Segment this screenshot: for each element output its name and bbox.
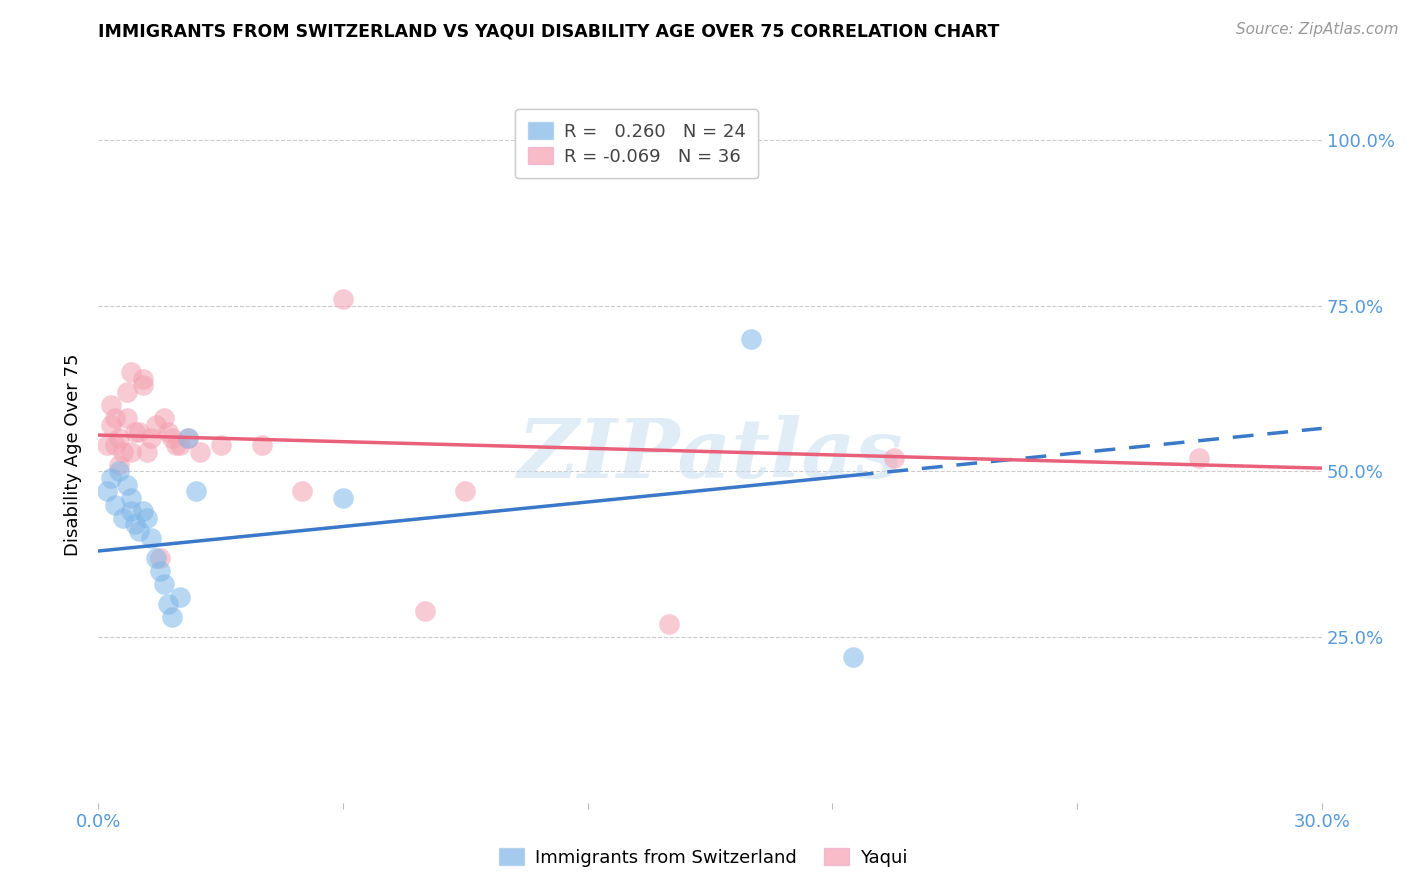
Point [177,431,200,445]
Point [120,504,142,518]
Point [332,292,354,306]
Point [141,431,163,445]
Point [132,372,155,386]
Text: Source: ZipAtlas.com: Source: ZipAtlas.com [1236,22,1399,37]
Y-axis label: Disability Age Over 75: Disability Age Over 75 [65,353,83,557]
Point [141,531,163,545]
Text: ZIPatlas: ZIPatlas [517,415,903,495]
Point [250,438,273,452]
Point [165,438,187,452]
Point [841,650,863,665]
Point [152,577,174,591]
Point [658,616,681,631]
Point [120,491,142,505]
Point [96,484,118,499]
Point [149,564,172,578]
Point [883,451,905,466]
Point [169,591,191,605]
Point [209,438,232,452]
Point [115,477,138,491]
Point [104,498,127,512]
Point [124,425,146,439]
Point [124,517,146,532]
Point [145,550,167,565]
Point [1188,451,1211,466]
Point [332,491,354,505]
Legend: Immigrants from Switzerland, Yaqui: Immigrants from Switzerland, Yaqui [492,841,914,874]
Point [132,504,155,518]
Point [128,524,150,538]
Point [291,484,314,499]
Point [104,438,127,452]
Point [160,431,183,445]
Point [160,610,183,624]
Point [149,550,172,565]
Point [108,465,131,479]
Point [108,458,131,472]
Point [152,411,174,425]
Point [413,604,436,618]
Point [100,471,122,485]
Point [136,444,159,458]
Point [169,438,191,452]
Point [120,365,142,379]
Point [100,398,122,412]
Point [156,425,179,439]
Point [188,444,212,458]
Point [108,431,131,445]
Point [132,378,155,392]
Point [111,444,134,458]
Point [136,511,159,525]
Point [177,431,200,445]
Point [111,511,134,525]
Point [740,332,762,346]
Point [156,597,179,611]
Point [128,425,150,439]
Point [186,484,208,499]
Text: IMMIGRANTS FROM SWITZERLAND VS YAQUI DISABILITY AGE OVER 75 CORRELATION CHART: IMMIGRANTS FROM SWITZERLAND VS YAQUI DIS… [98,22,1000,40]
Point [96,438,118,452]
Point [120,444,142,458]
Point [100,418,122,433]
Point [454,484,477,499]
Point [104,411,127,425]
Point [145,418,167,433]
Point [115,384,138,399]
Point [115,411,138,425]
Legend: R =   0.260   N = 24, R = -0.069   N = 36: R = 0.260 N = 24, R = -0.069 N = 36 [515,109,758,178]
